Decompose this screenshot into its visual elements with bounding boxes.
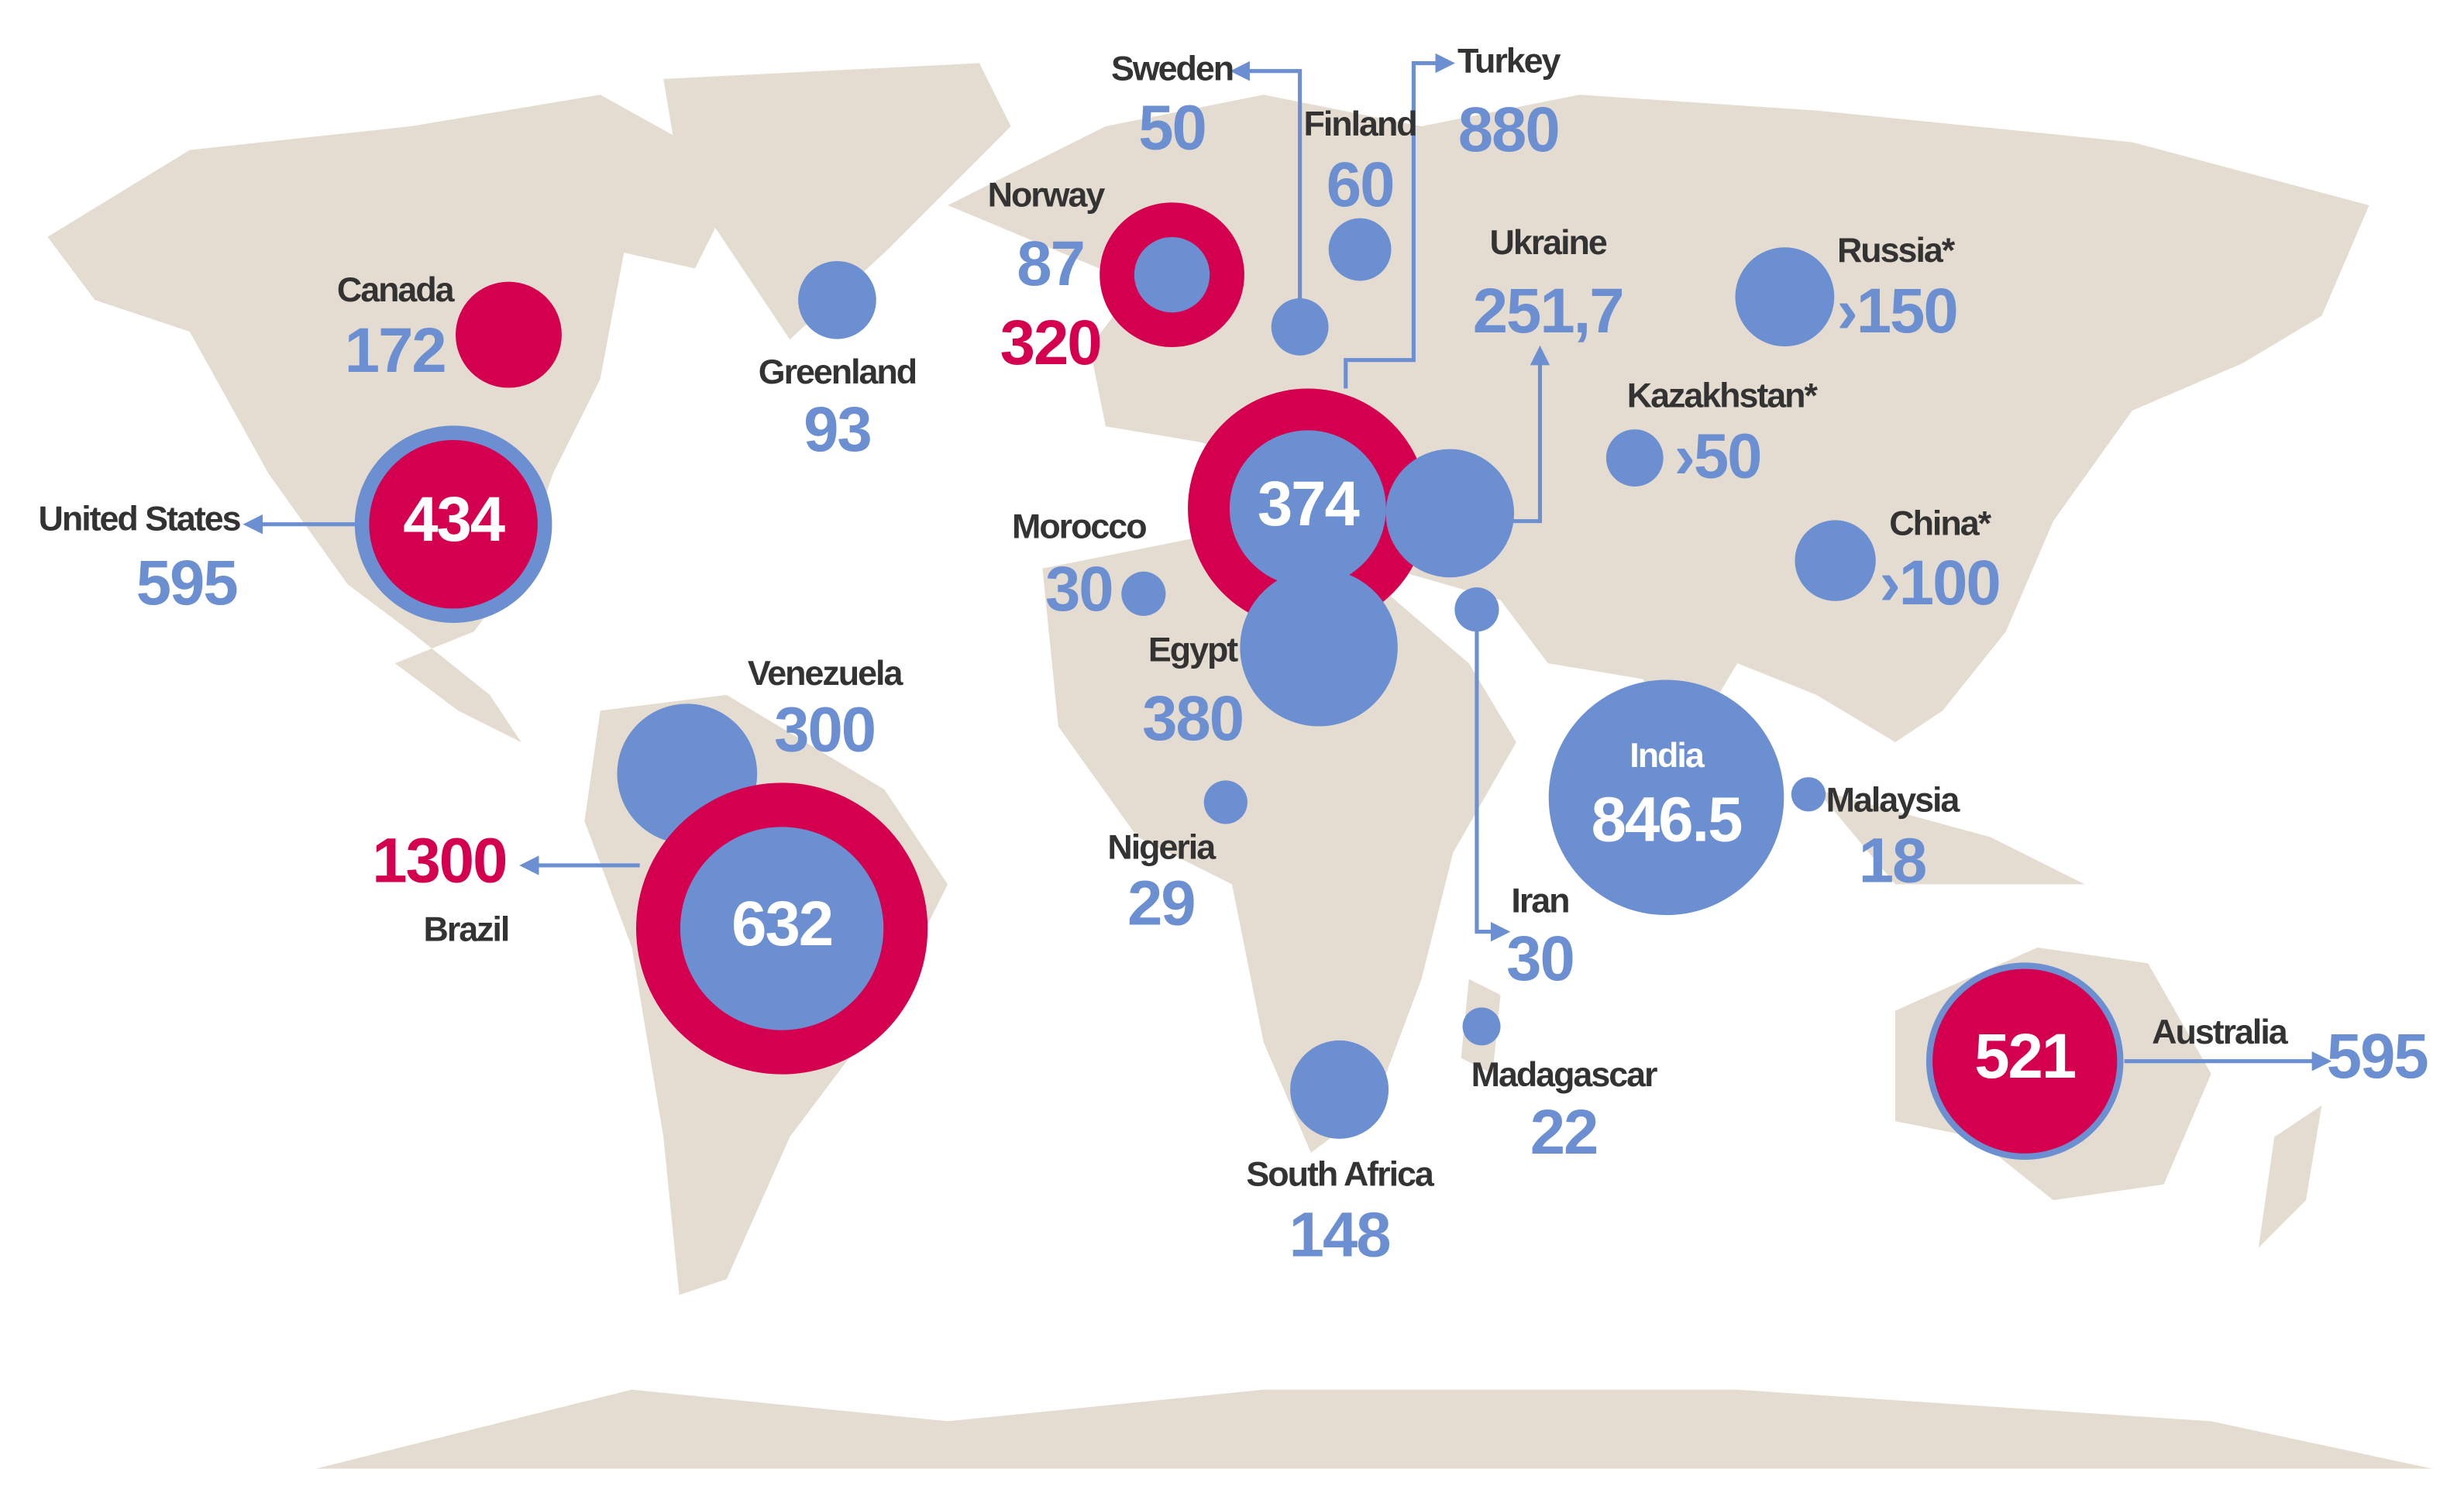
bubble-value: 434	[403, 484, 505, 555]
bubble	[1932, 968, 2118, 1154]
bubble-value: 93	[804, 394, 871, 465]
bubble-value: 880	[1458, 95, 1559, 165]
country-name: Brazil	[424, 909, 509, 948]
country-name: Greenland	[759, 352, 916, 391]
bubble-value: 320	[1000, 308, 1101, 378]
bubble-value: 29	[1127, 869, 1195, 939]
country-name: Iran	[1511, 881, 1568, 920]
bubble	[680, 827, 884, 1030]
bubble-value: 148	[1289, 1200, 1390, 1271]
bubble-value: 632	[731, 889, 832, 959]
bubble	[1290, 1040, 1389, 1139]
country-name: United States	[39, 498, 241, 538]
country-name: Madagascar	[1471, 1054, 1657, 1094]
country-name: Turkey	[1457, 40, 1561, 80]
country-name: Morocco	[1012, 507, 1146, 546]
country-name: Ukraine	[1490, 222, 1607, 262]
bubble	[1548, 679, 1784, 916]
country-name: Kazakhstan*	[1627, 375, 1819, 414]
bubble	[1462, 1007, 1501, 1046]
bubble	[1240, 568, 1398, 727]
country-name: India	[1629, 735, 1705, 775]
bubble	[798, 260, 876, 339]
bubble-value: 172	[345, 315, 446, 386]
bubble-value: 521	[1974, 1021, 2076, 1092]
bubble	[1328, 218, 1392, 281]
bubble-value: 595	[2327, 1021, 2428, 1092]
bubble-value: 846.5	[1592, 785, 1743, 855]
bubble-value: 251,7	[1473, 276, 1623, 346]
bubble	[1271, 298, 1329, 356]
bubble-value: 595	[136, 548, 238, 618]
bubble-value: 300	[774, 694, 875, 765]
bubble-value: 22	[1530, 1097, 1598, 1168]
bubble-value: 380	[1142, 683, 1243, 754]
country-name: South Africa	[1246, 1154, 1434, 1193]
country-name: Egypt	[1148, 630, 1238, 669]
country-name: Australia	[2152, 1012, 2289, 1051]
country-name: Venezuela	[748, 653, 904, 693]
bubble	[1134, 236, 1210, 313]
bubble	[1229, 430, 1386, 587]
bubble	[1121, 571, 1166, 616]
bubble	[456, 281, 562, 388]
country-name: China*	[1889, 504, 1991, 543]
bubble	[1791, 777, 1826, 812]
bubble-value: ›150	[1837, 276, 1957, 346]
bubble	[369, 439, 538, 609]
bubble	[1605, 429, 1664, 487]
bubble	[1454, 587, 1499, 632]
bubble	[1795, 520, 1876, 601]
bubble-value: 60	[1327, 150, 1394, 220]
bubble-value: ›100	[1880, 548, 2000, 618]
country-name: Sweden	[1111, 49, 1233, 88]
bubble-value: 30	[1045, 554, 1113, 624]
bubble-value: 374	[1258, 469, 1360, 539]
country-name: Finland	[1304, 104, 1416, 143]
arrows	[243, 53, 2332, 1072]
bubble-value: 50	[1138, 93, 1206, 163]
country-name: Malaysia	[1826, 779, 1961, 819]
country-name: Norway	[988, 175, 1106, 215]
bubble	[1385, 449, 1515, 578]
bubble	[1203, 780, 1247, 824]
bubble-value: 1300	[372, 825, 506, 896]
bubble-value: ›50	[1674, 421, 1761, 492]
country-name: Canada	[337, 270, 456, 309]
land	[47, 63, 2433, 1469]
country-name: Nigeria	[1107, 827, 1217, 866]
country-name: Russia*	[1837, 230, 1956, 270]
bubble-value: 87	[1017, 229, 1084, 299]
bubble	[1735, 247, 1835, 347]
bubble-value: 18	[1859, 825, 1926, 896]
bubble-value: 30	[1506, 924, 1574, 994]
